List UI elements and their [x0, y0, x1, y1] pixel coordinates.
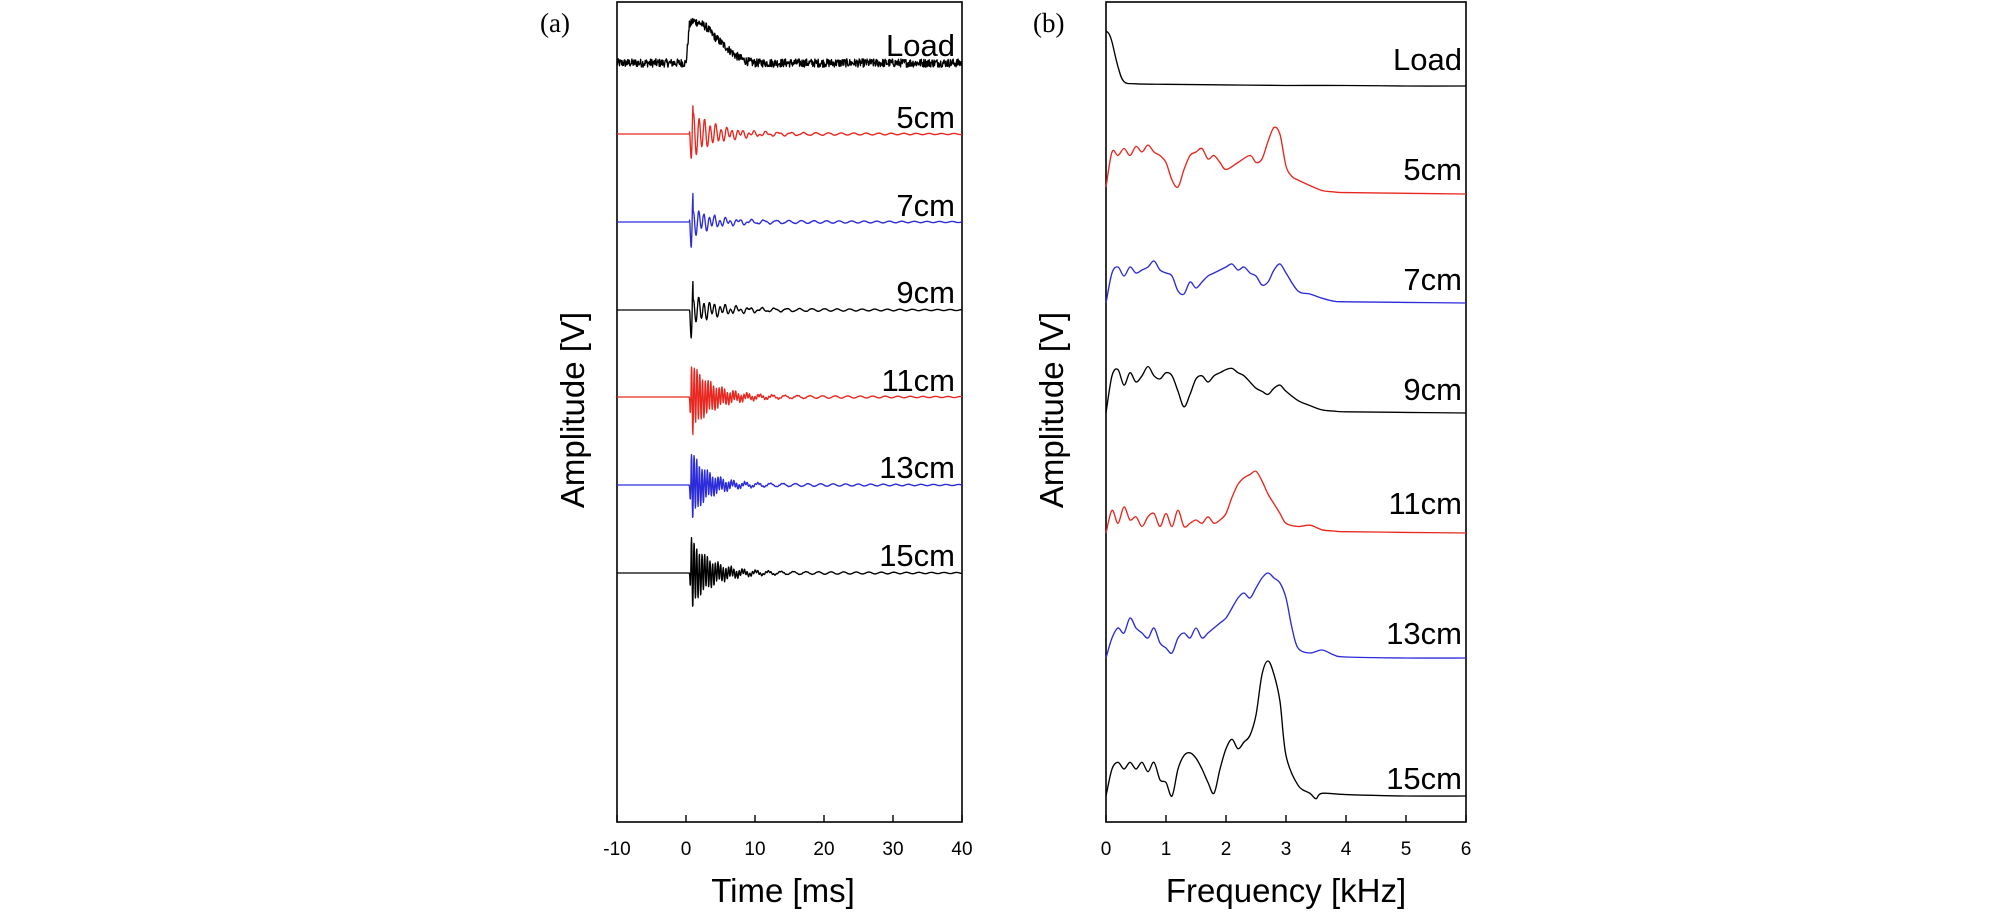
panel-a-ticklabel-10: 10	[744, 839, 765, 860]
panel-a-traces: Load 5cm 7cm 9cm 11cm 13cm 15cm	[616, 17, 963, 607]
panel-a-series-5cm	[616, 105, 963, 159]
panel-b-label-load: Load	[1393, 42, 1462, 77]
panel-b-ticklabel-1: 1	[1161, 839, 1172, 860]
panel-a-label-15cm: 15cm	[879, 538, 955, 573]
panel-b-ticklabel-5: 5	[1401, 839, 1412, 860]
panel-a-label-load: Load	[886, 28, 955, 63]
panel-b: (b) Load 5cm 7cm 9cm 11cm 13cm 15cm 0 1 2 3 4 5 6 Fr…	[1033, 1, 1472, 909]
panel-a-label-11cm: 11cm	[881, 363, 955, 398]
panel-b-series-11cm	[1105, 470, 1467, 534]
panel-b-series-13cm	[1105, 572, 1467, 659]
panel-a-xticks: -10 0 10 20 30 40	[603, 815, 973, 860]
panel-b-traces: Load 5cm 7cm 9cm 11cm 13cm 15cm	[1105, 30, 1467, 800]
panel-b-label-13cm: 13cm	[1386, 616, 1462, 651]
panel-b-series-7cm	[1105, 260, 1467, 304]
panel-a-ticklabel-40: 40	[951, 839, 972, 860]
panel-b-ticklabel-0: 0	[1101, 839, 1112, 860]
panel-a-series-11cm	[616, 366, 963, 436]
panel-b-label-11cm: 11cm	[1388, 486, 1462, 521]
panel-b-ticklabel-6: 6	[1461, 839, 1472, 860]
panel-a-ticklabel-30: 30	[882, 839, 903, 860]
panel-a-frame	[616, 1, 963, 823]
panel-a-series-load	[616, 17, 963, 68]
panel-a-label: (a)	[540, 8, 570, 38]
panel-a-ticklabel-0: 0	[681, 839, 692, 860]
panel-b-ticklabel-3: 3	[1281, 839, 1292, 860]
panel-a-series-15cm	[616, 537, 963, 607]
panel-b-series-9cm	[1105, 365, 1467, 414]
panel-b-ticklabel-2: 2	[1221, 839, 1232, 860]
panel-b-xlabel: Frequency [kHz]	[1166, 872, 1406, 909]
panel-a-series-13cm	[616, 454, 963, 518]
panel-b-ticklabel-4: 4	[1341, 839, 1352, 860]
panel-a-ticklabel--10: -10	[603, 839, 630, 860]
panel-a: (a) Load 5cm 7cm 9cm 11cm 13cm 15cm -10 0 10 20 30…	[540, 1, 973, 909]
panel-a-ylabel: Amplitude [V]	[554, 312, 591, 508]
panel-a-xlabel: Time [ms]	[711, 872, 855, 909]
panel-a-label-9cm: 9cm	[896, 275, 955, 310]
panel-a-series-7cm	[616, 192, 963, 248]
panel-b-label: (b)	[1033, 8, 1064, 38]
panel-b-label-15cm: 15cm	[1386, 761, 1462, 796]
panel-b-series-5cm	[1105, 126, 1467, 195]
panel-a-label-13cm: 13cm	[879, 450, 955, 485]
panel-a-series-9cm	[616, 280, 963, 339]
panel-b-xticks: 0 1 2 3 4 5 6	[1101, 815, 1472, 860]
panel-b-series-15cm	[1105, 660, 1467, 800]
panel-b-label-7cm: 7cm	[1403, 262, 1462, 297]
panel-b-label-9cm: 9cm	[1403, 372, 1462, 407]
panel-b-label-5cm: 5cm	[1403, 152, 1462, 187]
panel-a-ticklabel-20: 20	[813, 839, 834, 860]
panel-a-label-7cm: 7cm	[896, 188, 955, 223]
panel-b-ylabel: Amplitude [V]	[1033, 312, 1070, 508]
panel-b-series-load	[1105, 30, 1467, 87]
panel-a-label-5cm: 5cm	[896, 100, 955, 135]
